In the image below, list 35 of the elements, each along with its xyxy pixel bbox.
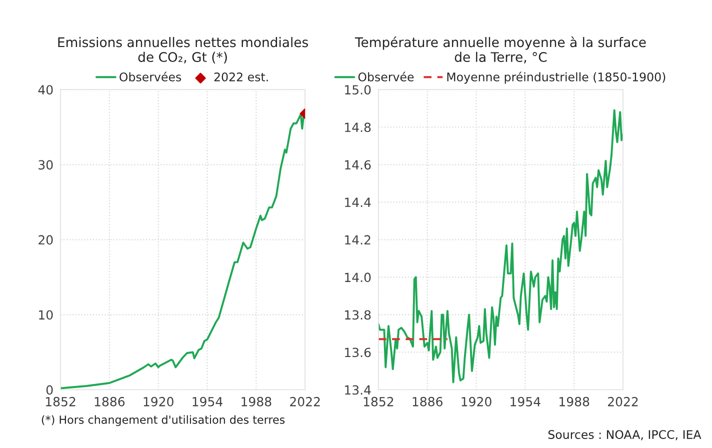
y-tick-label: 40	[38, 85, 53, 95]
y-tick-label: 20	[38, 235, 53, 245]
y-tick-label: 13.6	[345, 348, 371, 358]
y-tick-label: 14.6	[345, 160, 371, 170]
x-tick-label: 1886	[94, 396, 125, 406]
chart-title: Emissions annuelles nettes mondiales de CO₂, Gt (*)	[58, 37, 308, 64]
x-tick-label: 1988	[242, 396, 272, 406]
x-tick-label: 2022	[290, 396, 320, 406]
x-tick-label: 1988	[560, 396, 590, 406]
x-tick-label: 2022	[608, 396, 638, 406]
x-tick-label: 1954	[192, 396, 222, 406]
chart-title: Température annuelle moyenne à la surface de la Terre, °C	[354, 36, 646, 64]
y-tick-label: 14.2	[345, 235, 370, 244]
y-tick-label: 14.8	[345, 122, 371, 132]
y-tick-label: 10	[39, 310, 53, 320]
legend-label: 2022 est.	[214, 72, 268, 82]
legend-label: Observée	[358, 72, 414, 82]
source-note: Sources : NOAA, IPCC, IEA	[548, 430, 702, 440]
y-tick-label: 0	[46, 385, 53, 395]
x-tick-label: 1954	[510, 396, 540, 406]
x-tick-label: 1852	[46, 396, 76, 406]
x-tick-label: 1852	[364, 396, 394, 406]
x-tick-label: 1886	[412, 396, 442, 406]
y-tick-label: 13.4	[345, 385, 371, 395]
x-tick-label: 1920	[462, 396, 492, 406]
y-tick-label: 14.0	[345, 272, 371, 282]
line-series	[378, 109, 623, 384]
y-tick-label: 15.0	[345, 85, 371, 95]
text: (*) Hors changement d'utilisation des terres	[42, 415, 285, 426]
y-tick-label: 30	[38, 160, 53, 170]
legend-label: Observées	[120, 72, 182, 82]
y-tick-label: 14.4	[345, 198, 371, 207]
legend-label: Moyenne préindustrielle (1850-1900)	[447, 72, 666, 84]
x-tick-label: 1920	[144, 396, 174, 406]
y-tick-label: 13.8	[345, 310, 371, 320]
